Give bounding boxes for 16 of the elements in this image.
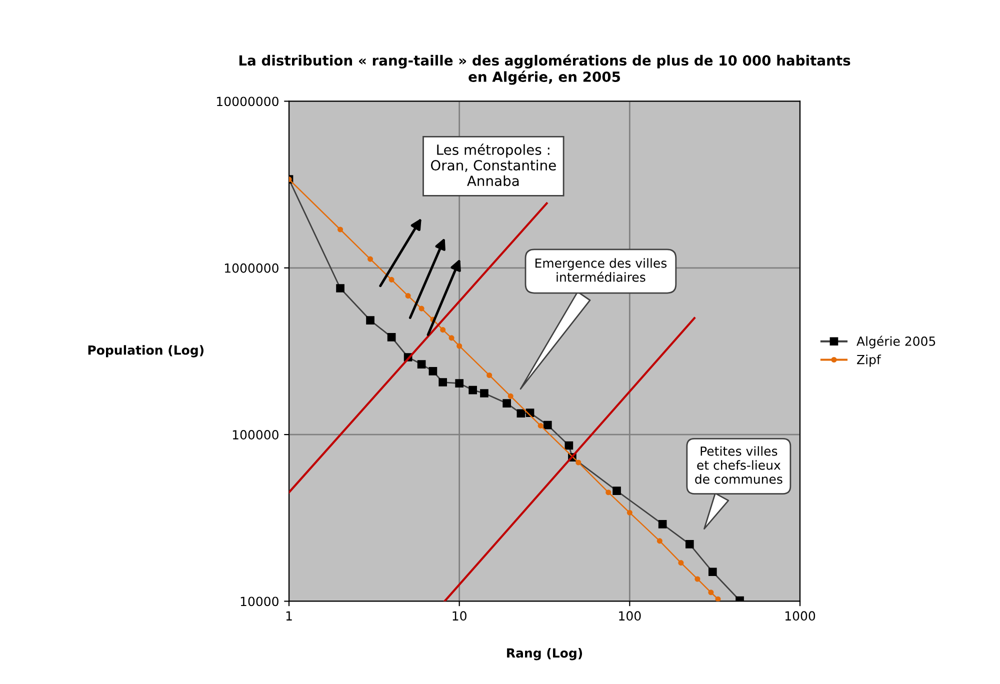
x-tick-label: 100 bbox=[619, 611, 641, 621]
annotation: Les métropoles : Oran, Constantine Annaba bbox=[430, 144, 556, 186]
chart-title: La distribution « rang-taille » des agglomérations de plus de 10 000 habitants en Algérie, en 2005 bbox=[239, 54, 850, 85]
x-tick-label: 1 bbox=[286, 611, 292, 620]
legend-label: Algérie 2005 bbox=[856, 336, 936, 348]
y-tick-label: 1000000 bbox=[224, 263, 278, 273]
annotation: Petites villes et chefs-lieux de communes bbox=[695, 446, 782, 484]
y-axis-title: Population (Log) bbox=[88, 345, 204, 358]
x-tick-label: 1000 bbox=[785, 611, 816, 621]
y-tick-label: 100000 bbox=[232, 430, 278, 440]
y-tick-label: 10000 bbox=[240, 596, 278, 606]
annotation: Emergence des villes intermédiaires bbox=[535, 258, 667, 282]
legend-label: Zipf bbox=[857, 354, 882, 367]
y-tick-label: 10000000 bbox=[217, 96, 278, 106]
x-axis-title: Rang (Log) bbox=[507, 648, 582, 660]
x-tick-label: 10 bbox=[452, 611, 466, 621]
